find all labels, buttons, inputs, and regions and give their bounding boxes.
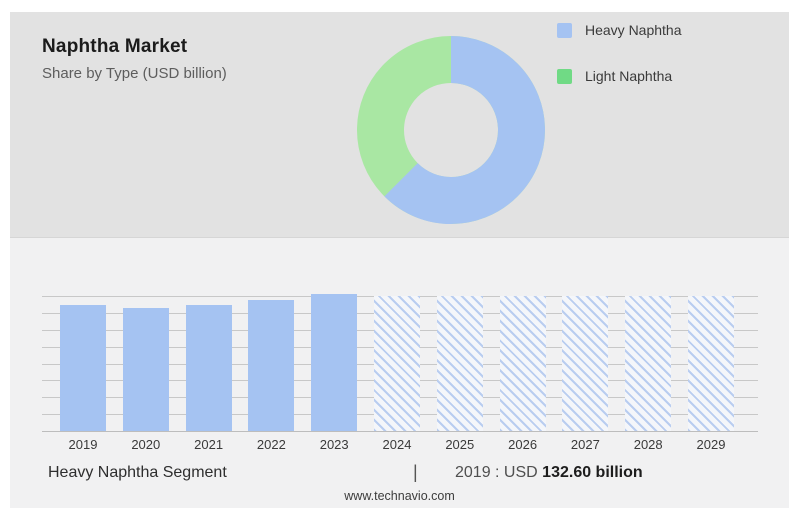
segment-value: 2019 : USD 132.60 billion: [455, 464, 643, 482]
bar-2019: [60, 305, 106, 431]
donut-chart: [351, 30, 551, 230]
bar-chart-panel: 2019 2020 2021 2022 2023 2024 2025 2026 2027 2028…: [10, 238, 789, 508]
title-block: Naphtha Market Share by Type (USD billio…: [42, 36, 227, 82]
x-tick-label: 2019: [68, 437, 98, 452]
bar-2020: [122, 308, 169, 431]
x-tick-label: 2023: [319, 437, 349, 452]
website-text: www.technavio.com: [344, 489, 455, 503]
x-tick-label: 2029: [696, 437, 726, 452]
x-tick-label: 2026: [508, 437, 538, 452]
x-tick-label: 2022: [256, 437, 286, 452]
legend-swatch-light-naphtha: [557, 68, 572, 84]
bar-2025-forecast: [436, 296, 483, 431]
x-tick-label: 2024: [382, 437, 412, 452]
x-tick-label: 2028: [633, 437, 663, 452]
caption-separator: |: [413, 462, 418, 482]
bar-2021: [185, 305, 232, 431]
bar-2029-forecast: [688, 296, 734, 431]
legend-swatch-heavy-naphtha: [557, 22, 572, 38]
segment-value-prefix: 2019 : USD: [455, 464, 538, 481]
legend-label: Light Naphtha: [585, 68, 673, 84]
segment-value-number: 132.60 billion: [542, 464, 643, 481]
x-tick-label: 2025: [445, 437, 475, 452]
legend-item-light-naphtha: Light Naphtha: [557, 68, 682, 84]
segment-label: Heavy Naphtha Segment: [48, 464, 227, 481]
page-subtitle: Share by Type (USD billion): [42, 65, 227, 82]
bar-2026-forecast: [499, 296, 546, 431]
bar-chart: 2019 2020 2021 2022 2023 2024 2025 2026 2027 2028…: [42, 294, 758, 452]
legend-item-heavy-naphtha: Heavy Naphtha: [557, 22, 682, 38]
x-tick-label: 2020: [131, 437, 161, 452]
x-tick-label: 2021: [194, 437, 224, 452]
x-tick-label: 2027: [570, 437, 600, 452]
bar-2028-forecast: [625, 296, 672, 431]
legend: Heavy Naphtha Light Naphtha: [557, 22, 682, 114]
footer-caption: Heavy Naphtha Segment | 2019 : USD 132.6…: [10, 462, 789, 486]
bar-2027-forecast: [562, 296, 609, 431]
x-axis-baseline: [42, 431, 758, 432]
donut-chart-svg: [357, 36, 545, 224]
bar-2022: [248, 300, 295, 431]
bar-2023: [311, 294, 358, 431]
header-panel: Naphtha Market Share by Type (USD billio…: [10, 12, 789, 238]
bar-2024-forecast: [374, 296, 420, 431]
donut-slice-heavy-naphtha: [357, 36, 545, 224]
page-title: Naphtha Market: [42, 36, 188, 57]
legend-label: Heavy Naphtha: [585, 22, 682, 38]
